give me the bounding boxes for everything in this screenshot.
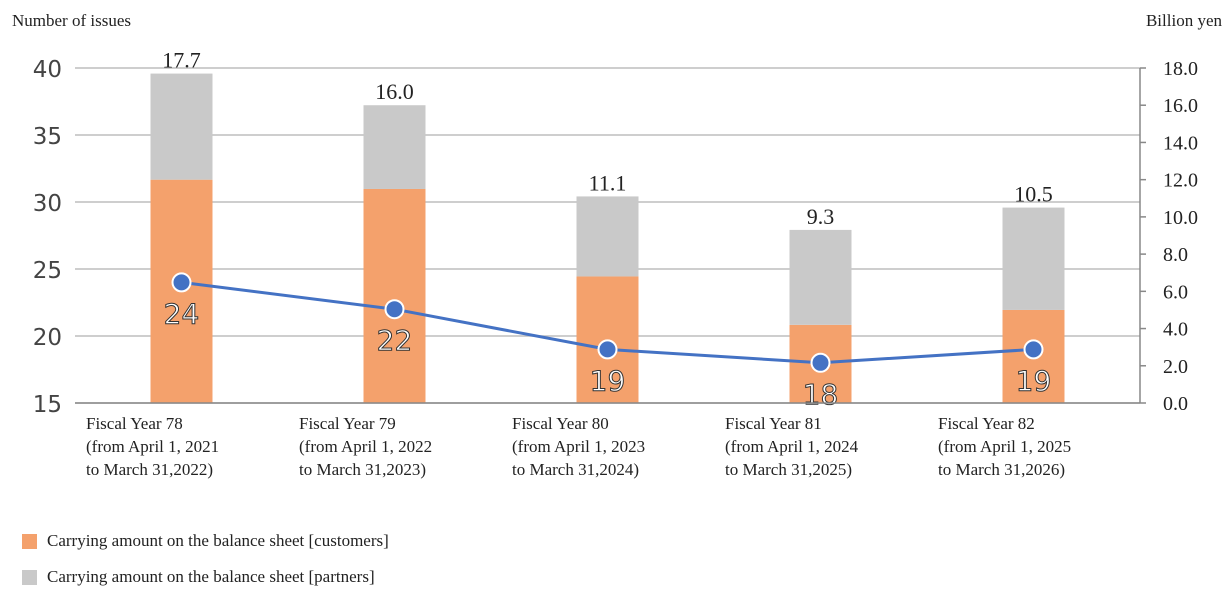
bar-customers [363,188,426,403]
issues-line: 24 22 19 18 19 [163,272,1052,411]
issues-point [597,339,618,360]
left-tick-label: 30 [33,191,62,217]
left-tick-label: 25 [33,258,62,284]
issues-data-label: 19 [590,364,626,397]
bar-partners [363,105,426,189]
category-label: to March 31,2023) [299,460,426,479]
right-tick-label: 0.0 [1163,393,1188,415]
issues-point [171,272,192,293]
category-label: (from April 1, 2025 [938,437,1071,456]
legend-item-partners: Carrying amount on the balance sheet [pa… [22,567,375,587]
category-label: Fiscal Year 79 [299,414,396,433]
left-tick-label: 20 [33,325,62,351]
legend-swatch-partners [22,569,37,585]
issues-point [384,299,405,320]
bars: 17.7 16.0 11.1 9.3 10.5 [150,48,1065,403]
legend-swatch-customers [22,533,37,549]
left-tick-label: 40 [33,57,62,83]
right-tick-label: 4.0 [1163,319,1188,341]
right-tick-label: 6.0 [1163,281,1188,303]
left-tick-label: 15 [33,392,62,418]
left-axis-title: Number of issues [12,11,131,30]
issues-point [810,352,831,373]
category-label: to March 31,2024) [512,460,639,479]
issues-data-label: 24 [164,297,200,330]
right-tick-label: 18.0 [1163,58,1198,80]
right-tick-label: 2.0 [1163,356,1188,378]
issues-point [1023,339,1044,360]
category-label: (from April 1, 2021 [86,437,219,456]
issues-data-label: 22 [377,324,413,357]
legend-label-partners: Carrying amount on the balance sheet [pa… [47,567,375,586]
bar-total-label: 10.5 [1014,182,1053,207]
left-tick-label: 35 [33,124,62,150]
bar-partners [1002,207,1065,310]
right-tick-label: 14.0 [1163,132,1198,154]
category-label: Fiscal Year 78 [86,414,183,433]
category-label: (from April 1, 2023 [512,437,645,456]
right-tick-label: 10.0 [1163,207,1198,229]
issues-data-label: 19 [1016,364,1052,397]
axes: 15 20 25 30 35 40 0.0 2.0 4.0 6.0 8.0 10.0 12.0 14.0 1… [33,57,1198,479]
category-label: Fiscal Year 81 [725,414,822,433]
legend-item-customers: Carrying amount on the balance sheet [cu… [22,531,389,551]
bar-partners [789,229,852,325]
category-label: to March 31,2022) [86,460,213,479]
issues-data-label: 18 [803,378,839,411]
category-label: Fiscal Year 82 [938,414,1035,433]
right-axis-title: Billion yen [1146,11,1223,30]
bar-partners [576,196,639,277]
right-tick-label: 8.0 [1163,244,1188,266]
bar-total-label: 17.7 [162,48,201,73]
bar-total-label: 11.1 [589,170,627,195]
bar-partners [150,73,213,180]
right-tick-label: 12.0 [1163,170,1198,192]
bar-total-label: 16.0 [375,79,414,104]
category-label: (from April 1, 2022 [299,437,432,456]
right-tick-label: 16.0 [1163,95,1198,117]
category-label: (from April 1, 2024 [725,437,859,456]
bar-total-label: 9.3 [807,204,835,229]
category-label: to March 31,2025) [725,460,852,479]
category-label: to March 31,2026) [938,460,1065,479]
category-label: Fiscal Year 80 [512,414,609,433]
legend-label-customers: Carrying amount on the balance sheet [cu… [47,531,389,550]
